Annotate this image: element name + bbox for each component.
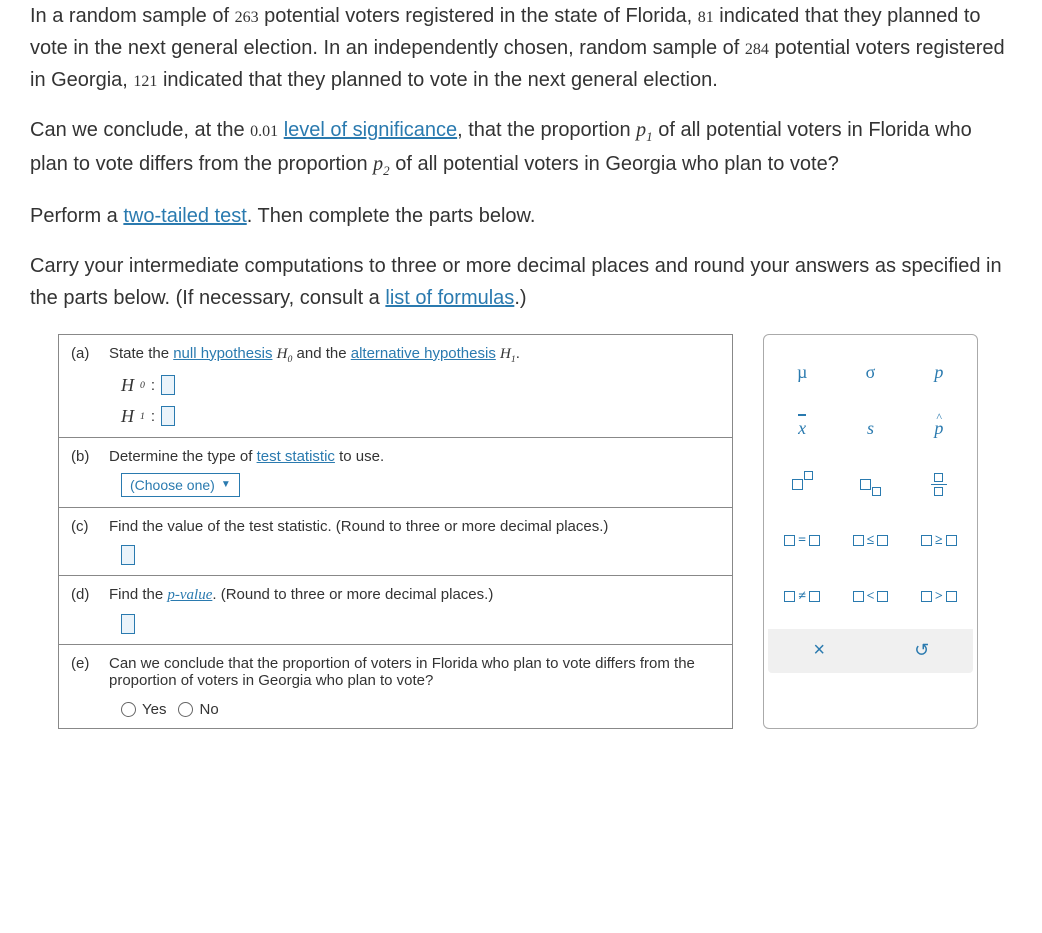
symbol-p[interactable]: p xyxy=(905,345,973,401)
palette-reset-button[interactable]: ↺ xyxy=(871,629,974,673)
part-a-label: (a) xyxy=(71,345,99,427)
part-a: (a) State the null hypothesis H0 and the… xyxy=(59,334,733,437)
symbol-equals[interactable]: = xyxy=(768,513,836,569)
symbol-gt[interactable]: > xyxy=(905,569,973,625)
symbol-palette: µ σ p x s ^p = ≤ xyxy=(763,334,978,729)
part-c-label: (c) xyxy=(71,518,99,565)
paragraph-3: Perform a two-tailed test. Then complete… xyxy=(30,200,1012,232)
link-level-of-significance[interactable]: level of significance xyxy=(284,119,457,141)
part-e: (e) Can we conclude that the proportion … xyxy=(59,644,733,728)
part-c: (c) Find the value of the test statistic… xyxy=(59,507,733,575)
paragraph-4: Carry your intermediate computations to … xyxy=(30,250,1012,314)
symbol-ge[interactable]: ≥ xyxy=(905,513,973,569)
problem-statement: In a random sample of 263 potential vote… xyxy=(30,0,1012,314)
symbol-mu[interactable]: µ xyxy=(768,345,836,401)
symbol-s[interactable]: s xyxy=(836,401,904,457)
symbol-fraction[interactable] xyxy=(905,457,973,513)
link-alternative-hypothesis[interactable]: alternative hypothesis xyxy=(351,345,496,362)
symbol-superscript[interactable] xyxy=(768,457,836,513)
symbol-phat[interactable]: ^p xyxy=(905,401,973,457)
radio-yes-label: Yes xyxy=(142,701,166,718)
part-b: (b) Determine the type of test statistic… xyxy=(59,437,733,507)
part-b-label: (b) xyxy=(71,448,99,497)
symbol-xbar[interactable]: x xyxy=(768,401,836,457)
test-statistic-dropdown[interactable]: (Choose one) ▼ xyxy=(121,473,240,497)
symbol-lt[interactable]: < xyxy=(836,569,904,625)
part-d: (d) Find the p-value. (Round to three or… xyxy=(59,575,733,644)
radio-yes[interactable] xyxy=(121,702,136,717)
link-test-statistic[interactable]: test statistic xyxy=(257,448,335,465)
parts-table: (a) State the null hypothesis H0 and the… xyxy=(58,334,733,729)
paragraph-2: Can we conclude, at the 0.01 level of si… xyxy=(30,114,1012,182)
chevron-down-icon: ▼ xyxy=(221,479,231,490)
input-test-statistic[interactable] xyxy=(121,545,135,565)
symbol-subscript[interactable] xyxy=(836,457,904,513)
symbol-sigma[interactable]: σ xyxy=(836,345,904,401)
input-h1[interactable] xyxy=(161,406,175,426)
radio-no[interactable] xyxy=(178,702,193,717)
link-list-of-formulas[interactable]: list of formulas xyxy=(385,287,514,309)
input-p-value[interactable] xyxy=(121,614,135,634)
paragraph-1: In a random sample of 263 potential vote… xyxy=(30,0,1012,96)
link-p-value[interactable]: p-value xyxy=(167,587,212,603)
radio-no-label: No xyxy=(199,701,218,718)
input-h0[interactable] xyxy=(161,375,175,395)
part-d-label: (d) xyxy=(71,586,99,634)
link-null-hypothesis[interactable]: null hypothesis xyxy=(173,345,272,362)
symbol-ne[interactable]: ≠ xyxy=(768,569,836,625)
palette-clear-button[interactable]: × xyxy=(768,629,871,673)
part-e-label: (e) xyxy=(71,655,99,718)
link-two-tailed-test[interactable]: two-tailed test xyxy=(123,205,246,227)
symbol-le[interactable]: ≤ xyxy=(836,513,904,569)
